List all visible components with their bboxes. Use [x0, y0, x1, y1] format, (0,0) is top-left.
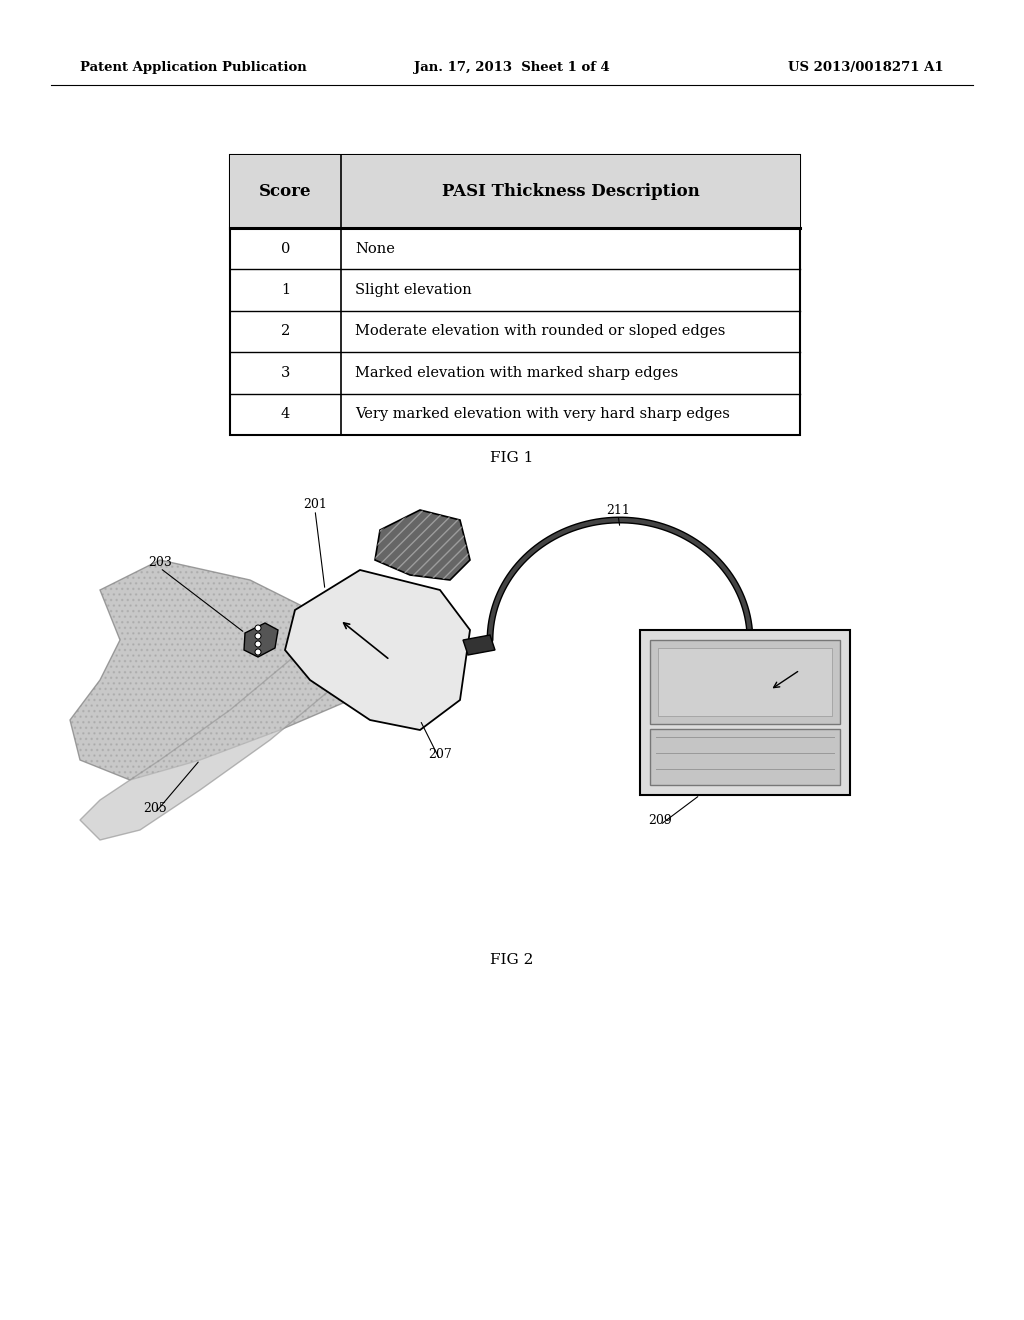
Text: Moderate elevation with rounded or sloped edges: Moderate elevation with rounded or slope…: [355, 325, 726, 338]
Text: 207: 207: [428, 748, 452, 762]
Text: 4: 4: [281, 408, 290, 421]
Text: Jan. 17, 2013  Sheet 1 of 4: Jan. 17, 2013 Sheet 1 of 4: [414, 62, 610, 74]
Text: 2: 2: [281, 325, 290, 338]
Polygon shape: [463, 635, 495, 655]
Text: None: None: [355, 242, 395, 256]
Circle shape: [255, 642, 261, 647]
Text: US 2013/0018271 A1: US 2013/0018271 A1: [788, 62, 944, 74]
Bar: [658, 648, 831, 715]
Text: Score: Score: [259, 183, 312, 199]
Text: 211: 211: [606, 503, 630, 516]
Circle shape: [255, 634, 261, 639]
Text: 205: 205: [143, 801, 167, 814]
Text: FIG 1: FIG 1: [490, 451, 534, 465]
Bar: [640, 630, 850, 795]
Bar: [650, 729, 840, 785]
Polygon shape: [285, 570, 470, 730]
Text: 3: 3: [281, 366, 290, 380]
Text: Slight elevation: Slight elevation: [355, 282, 472, 297]
Text: Very marked elevation with very hard sharp edges: Very marked elevation with very hard sha…: [355, 408, 730, 421]
Bar: [230, 154, 800, 228]
Text: Patent Application Publication: Patent Application Publication: [80, 62, 307, 74]
Text: PASI Thickness Description: PASI Thickness Description: [441, 183, 699, 199]
Text: 209: 209: [648, 813, 672, 826]
Text: 1: 1: [281, 282, 290, 297]
Bar: [230, 154, 800, 436]
Text: Marked elevation with marked sharp edges: Marked elevation with marked sharp edges: [355, 366, 678, 380]
Text: 203: 203: [148, 557, 172, 569]
Circle shape: [255, 624, 261, 631]
Polygon shape: [70, 560, 380, 780]
Bar: [650, 640, 840, 723]
Circle shape: [255, 649, 261, 655]
Polygon shape: [244, 623, 278, 657]
Polygon shape: [80, 579, 420, 840]
Text: FIG 2: FIG 2: [490, 953, 534, 968]
Text: 0: 0: [281, 242, 290, 256]
Text: 201: 201: [303, 499, 327, 511]
Polygon shape: [375, 510, 470, 579]
